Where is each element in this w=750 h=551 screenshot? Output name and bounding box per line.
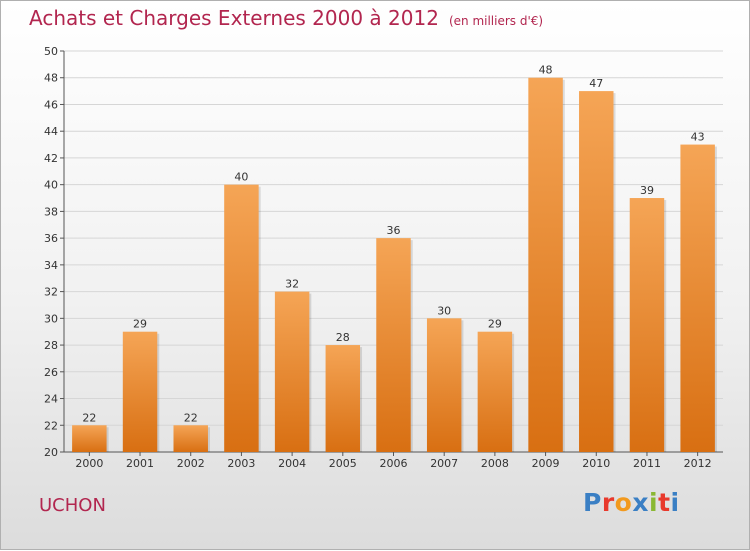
bar-value-label: 30 — [437, 304, 451, 317]
bar — [477, 331, 513, 452]
bar-value-label: 28 — [336, 331, 350, 344]
bar — [325, 345, 361, 452]
x-tick-label: 2009 — [532, 457, 560, 470]
y-tick-label: 46 — [44, 98, 58, 111]
y-tick-label: 20 — [44, 446, 58, 459]
x-tick-label: 2003 — [227, 457, 255, 470]
logo-letter: t — [658, 488, 671, 517]
title-text: Achats et Charges Externes 2000 à 2012 — [29, 6, 439, 30]
bar-value-label: 43 — [691, 131, 705, 144]
y-tick-label: 42 — [44, 152, 58, 165]
x-tick-label: 2000 — [75, 457, 103, 470]
logo-letter: i — [670, 488, 680, 517]
bar — [680, 144, 715, 453]
bar — [426, 318, 462, 452]
bar-value-label: 40 — [234, 171, 248, 184]
x-tick-label: 2002 — [177, 457, 205, 470]
logo-letter: x — [632, 488, 649, 517]
bar — [376, 238, 411, 452]
bar — [122, 331, 158, 452]
y-tick-label: 24 — [44, 393, 58, 406]
x-tick-label: 2006 — [380, 457, 408, 470]
bar-value-label: 29 — [488, 318, 502, 331]
proxiti-logo: Proxiti — [583, 488, 680, 517]
bars — [72, 77, 717, 453]
bar-value-label: 32 — [285, 278, 299, 291]
bar — [274, 291, 310, 452]
logo-letter: i — [649, 488, 659, 517]
x-tick-label: 2005 — [329, 457, 357, 470]
commune-name: UCHON — [39, 495, 106, 516]
y-tick-label: 44 — [44, 125, 58, 138]
y-tick-label: 40 — [44, 179, 58, 192]
bar — [579, 91, 614, 452]
y-tick-label: 32 — [44, 286, 58, 299]
subtitle-text: (en milliers d'€) — [448, 14, 544, 28]
y-tick-label: 50 — [44, 45, 58, 58]
bar — [528, 77, 563, 452]
y-tick-label: 22 — [44, 419, 58, 432]
bar — [72, 425, 107, 452]
logo-letter: o — [614, 488, 633, 517]
bar-value-label: 48 — [539, 64, 553, 77]
bar-value-label: 39 — [640, 184, 654, 197]
bar-value-label: 22 — [184, 411, 198, 424]
x-tick-label: 2001 — [126, 457, 154, 470]
y-tick-label: 34 — [44, 259, 58, 272]
bar-value-label: 47 — [589, 77, 603, 90]
logo-letter: P — [583, 488, 602, 517]
bar-value-label: 22 — [82, 411, 96, 424]
bar — [629, 198, 665, 452]
logo-letter: r — [601, 488, 615, 517]
y-tick-label: 36 — [44, 232, 58, 245]
y-tick-label: 48 — [44, 72, 58, 85]
bar-value-label: 36 — [387, 224, 401, 237]
y-tick-label: 28 — [44, 339, 58, 352]
y-tick-label: 38 — [44, 205, 58, 218]
x-tick-label: 2011 — [633, 457, 661, 470]
bar-value-label: 29 — [133, 318, 147, 331]
labels: 20 22 24 26 28 30 32 34 36 38 40 42 44 46 48 50 22 2000 29… — [44, 45, 712, 470]
bar — [173, 425, 208, 452]
x-tick-label: 2012 — [684, 457, 712, 470]
y-tick-label: 26 — [44, 366, 58, 379]
x-tick-label: 2010 — [582, 457, 610, 470]
x-tick-label: 2008 — [481, 457, 509, 470]
y-tick-label: 30 — [44, 312, 58, 325]
bar — [224, 184, 259, 452]
chart-title: Achats et Charges Externes 2000 à 2012 (e… — [29, 6, 543, 30]
x-tick-label: 2007 — [430, 457, 458, 470]
x-tick-label: 2004 — [278, 457, 306, 470]
